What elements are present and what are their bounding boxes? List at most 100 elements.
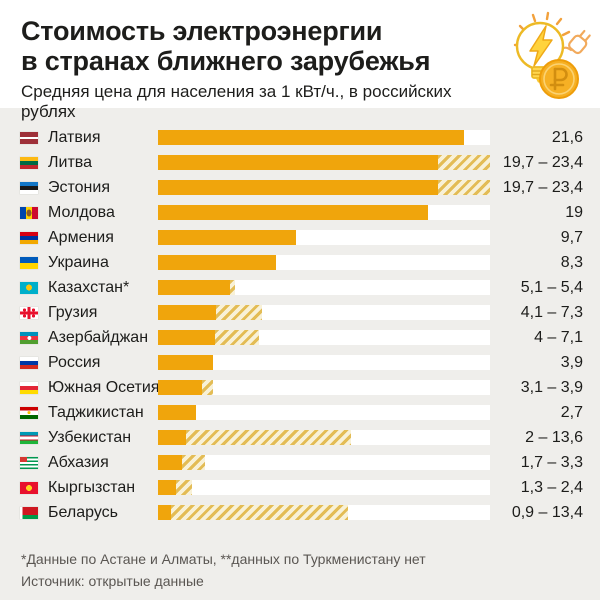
chart-row: Литва 19,7 – 23,4 (20, 153, 600, 171)
bar-track (158, 280, 490, 295)
chart-row: Беларусь 0,9 – 13,4 (20, 503, 600, 521)
bar-value-solid (158, 355, 214, 370)
header: Стоимость электроэнергии в странах ближне… (0, 0, 600, 121)
bar-value-solid (158, 380, 202, 395)
bar-value-solid (158, 180, 438, 195)
chart-row: Абхазия 1,7 – 3,3 (20, 453, 600, 471)
value-label: 19,7 – 23,4 (502, 178, 583, 196)
country-label: Армения (48, 228, 114, 246)
country-label: Абхазия (48, 453, 109, 471)
bar-value-solid (158, 330, 215, 345)
bar-range-hatch (186, 430, 351, 445)
bar-range-hatch (182, 455, 205, 470)
country-label: Грузия (48, 303, 98, 321)
bar-track (158, 505, 490, 520)
bar-value-solid (158, 255, 276, 270)
value-label: 21,6 (551, 128, 583, 146)
flag-icon-belarus (20, 506, 38, 519)
bar-track (158, 480, 490, 495)
value-label: 5,1 – 5,4 (520, 278, 583, 296)
bar-value-solid (158, 130, 465, 145)
bar-track (158, 305, 490, 320)
page-title: Стоимость электроэнергии в странах ближне… (21, 16, 490, 76)
country-label: Узбекистан (48, 428, 132, 446)
country-label: Южная Осетия (48, 378, 160, 396)
bar-range-hatch (216, 305, 262, 320)
country-label: Молдова (48, 203, 115, 221)
bar-value-solid (158, 155, 438, 170)
bar-track (158, 405, 490, 420)
flag-icon-latvia (20, 131, 38, 144)
footnote: *Данные по Астане и Алматы, **данных по … (21, 551, 426, 567)
value-label: 1,3 – 2,4 (520, 478, 583, 496)
country-label: Литва (48, 153, 92, 171)
country-label: Таджикистан (48, 403, 144, 421)
flag-icon-moldova (20, 206, 38, 219)
value-label: 19 (565, 203, 583, 221)
ruble-coin-icon (539, 59, 579, 99)
flag-icon-tajikistan (20, 406, 38, 419)
chart-row: Таджикистан 2,7 (20, 403, 600, 421)
flag-icon-kazakhstan (20, 281, 38, 294)
bar-track (158, 330, 490, 345)
country-label: Латвия (48, 128, 101, 146)
bar-range-hatch (201, 380, 214, 395)
value-label: 8,3 (560, 253, 583, 271)
country-label: Беларусь (48, 503, 118, 521)
chart-row: Грузия 4,1 – 7,3 (20, 303, 600, 321)
title-line-2: в странах ближнего зарубежья (21, 46, 431, 76)
bar-range-hatch (437, 155, 490, 170)
chart-row: Южная Осетия 3,1 – 3,9 (20, 378, 600, 396)
bar-range-hatch (230, 280, 235, 295)
flag-icon-russia (20, 356, 38, 369)
bar-range-hatch (214, 330, 259, 345)
country-label: Азербайджан (48, 328, 149, 346)
plug-icon (568, 29, 591, 55)
flag-icon-georgia (20, 306, 38, 319)
bar-track (158, 430, 490, 445)
chart-row: Россия 3,9 (20, 354, 600, 371)
value-label: 9,7 (560, 228, 583, 246)
chart-row: Кыргызстан 1,3 – 2,4 (20, 478, 600, 496)
chart-subtitle: Средняя цена для населения за 1 кВт/ч., … (21, 82, 452, 121)
bar-range-hatch (176, 480, 193, 495)
chart-row: Эстония 19,7 – 23,4 (20, 178, 600, 196)
lightbulb-ruble-plug-icon (513, 11, 591, 99)
value-label: 3,1 – 3,9 (520, 378, 583, 396)
flag-icon-abkhazia (20, 456, 38, 469)
flag-icon-south-ossetia (20, 381, 38, 394)
country-label: Украина (48, 253, 109, 271)
chart-row: Латвия 21,6 (20, 128, 600, 146)
bar-track (158, 380, 490, 395)
value-label: 19,7 – 23,4 (502, 153, 583, 171)
bar-value-solid (158, 505, 171, 520)
flag-icon-uzbekistan (20, 431, 38, 444)
bar-track (158, 155, 490, 170)
bar-track (158, 355, 490, 370)
country-label: Казахстан* (48, 278, 130, 296)
bar-track (158, 230, 490, 245)
bar-value-solid (158, 430, 187, 445)
bar-value-solid (158, 230, 296, 245)
flag-icon-armenia (20, 231, 38, 244)
flag-icon-kyrgyzstan (20, 481, 38, 494)
value-label: 2,7 (560, 403, 583, 421)
title-line-1: Стоимость электроэнергии (21, 16, 383, 46)
country-label: Эстония (48, 178, 110, 196)
bar-track (158, 455, 490, 470)
lightning-bolt-icon (529, 25, 553, 67)
bar-track (158, 255, 490, 270)
country-label: Кыргызстан (48, 478, 136, 496)
source-note: Источник: открытые данные (21, 573, 204, 589)
flag-icon-ukraine (20, 256, 38, 269)
bar-track (158, 180, 490, 195)
chart-row: Молдова 19 (20, 203, 600, 221)
value-label: 1,7 – 3,3 (520, 453, 583, 471)
bar-value-solid (158, 455, 183, 470)
chart-row: Армения 9,7 (20, 228, 600, 246)
value-label: 4,1 – 7,3 (520, 303, 583, 321)
bar-track (158, 130, 490, 145)
chart-row: Узбекистан 2 – 13,6 (20, 428, 600, 446)
chart-row: Украина 8,3 (20, 253, 600, 271)
bar-value-solid (158, 305, 217, 320)
